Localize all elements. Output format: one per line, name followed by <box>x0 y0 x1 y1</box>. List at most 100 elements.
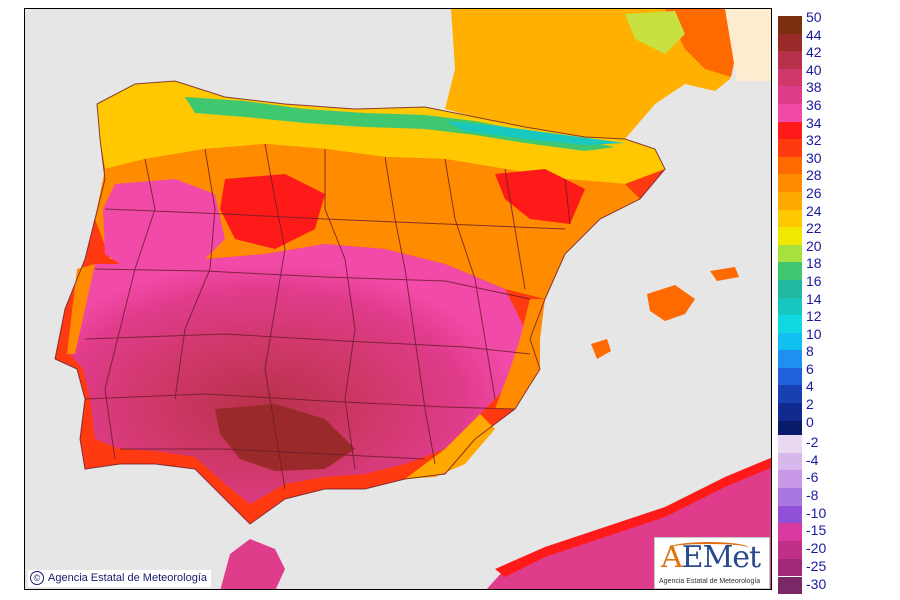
legend-entry: 42 <box>778 44 898 69</box>
legend-label: -30 <box>806 575 827 592</box>
logo-swoosh-icon <box>669 542 749 554</box>
logo-subtitle: Agencia Estatal de Meteorología <box>659 578 761 585</box>
north-africa-coast-band <box>495 457 771 577</box>
legend-label: 0 <box>806 413 814 430</box>
legend-label: 20 <box>806 237 822 254</box>
legend-entry: 8 <box>778 343 898 368</box>
legend-label: 28 <box>806 167 822 184</box>
legend-entry: 40 <box>778 62 898 87</box>
cantabrian-cool-band <box>185 97 615 151</box>
legend-label: -4 <box>806 451 819 468</box>
legend-swatch <box>778 156 802 175</box>
temperature-map <box>24 8 772 590</box>
legend-entry: -8 <box>778 487 898 506</box>
legend-entry: 34 <box>778 115 898 140</box>
legend-swatch <box>778 103 802 122</box>
legend-label: 26 <box>806 184 822 201</box>
legend-label: 42 <box>806 44 822 61</box>
legend-entry: 36 <box>778 97 898 122</box>
legend-entry: 16 <box>778 273 898 298</box>
legend-label: -10 <box>806 504 827 521</box>
legend-swatch <box>778 470 802 488</box>
legend-label: 14 <box>806 290 822 307</box>
legend-swatch <box>778 227 802 245</box>
menorca-island <box>710 267 739 281</box>
temperature-legend: 50 44 42 40 38 36 34 32 30 28 26 24 22 20 18 16 14 12 10 8 6… <box>778 9 898 439</box>
legend-label: 40 <box>806 61 822 78</box>
southeast-coast-band <box>405 414 495 479</box>
legend-label: 44 <box>806 26 822 43</box>
legend-entry: -25 <box>778 557 898 577</box>
copyright-notice: © Agencia Estatal de Meteorología <box>28 570 211 587</box>
legend-label: -25 <box>806 557 827 574</box>
legend-entry: -10 <box>778 504 898 524</box>
legend-swatch <box>778 139 802 157</box>
legend-label: 36 <box>806 96 822 113</box>
copyright-text: Agencia Estatal de Meteorología <box>48 572 207 584</box>
legend-entry: 32 <box>778 132 898 157</box>
legend-swatch <box>778 68 802 87</box>
legend-entry: -2 <box>778 434 898 453</box>
south-interior-heat <box>70 244 530 504</box>
mallorca-island <box>647 285 695 321</box>
legend-swatch <box>778 523 802 542</box>
portugal-coast-orange <box>67 264 95 354</box>
legend-label: 38 <box>806 79 822 96</box>
morocco-tip <box>220 539 285 589</box>
france-top-right-land <box>725 9 771 81</box>
legend-swatch <box>778 121 802 140</box>
logo-wordmark: AEMet <box>661 540 761 575</box>
legend-entry: 44 <box>778 27 898 52</box>
legend-entry: 22 <box>778 220 898 245</box>
legend-label: 34 <box>806 114 822 131</box>
legend-swatch <box>778 244 802 263</box>
legend-swatch <box>778 505 802 524</box>
legend-swatch <box>778 332 802 351</box>
northwest-magenta-patch <box>103 179 225 274</box>
legend-entry: 14 <box>778 291 898 316</box>
legend-label: -6 <box>806 469 819 486</box>
copyright-icon: © <box>30 571 44 585</box>
legend-swatch <box>778 86 802 104</box>
legend-swatch <box>778 191 802 210</box>
aemet-logo: AEMet Agencia Estatal de Meteorología <box>654 537 770 589</box>
legend-entry: 4 <box>778 378 898 404</box>
ebro-hot-patch <box>495 169 585 224</box>
legend-label: -8 <box>806 487 819 504</box>
legend-label: 32 <box>806 132 822 149</box>
legend-label: -15 <box>806 522 827 539</box>
duero-hot-patch <box>220 174 325 249</box>
legend-entry: 30 <box>778 150 898 175</box>
legend-label: 4 <box>806 378 814 395</box>
legend-label: -2 <box>806 434 819 450</box>
legend-entry: 10 <box>778 326 898 351</box>
france-hot-northeast <box>665 9 737 77</box>
legend-entry: 12 <box>778 308 898 333</box>
legend-swatch <box>778 435 802 453</box>
legend-label: 16 <box>806 272 822 289</box>
legend-swatch <box>778 541 802 559</box>
legend-entry: -20 <box>778 540 898 559</box>
legend-entry: 0 <box>778 414 898 439</box>
ibiza-island <box>591 339 611 359</box>
legend-label: 22 <box>806 220 822 237</box>
france-cool-patch <box>625 11 685 54</box>
legend-label: 12 <box>806 308 822 325</box>
legend-swatch <box>778 385 802 404</box>
legend-swatch <box>778 558 802 577</box>
legend-swatch <box>778 420 802 439</box>
legend-entry: 28 <box>778 167 898 192</box>
legend-label: 30 <box>806 149 822 166</box>
map-canvas <box>25 9 771 589</box>
legend-swatch <box>778 297 802 316</box>
legend-swatch <box>778 488 802 506</box>
legend-entry: -6 <box>778 469 898 488</box>
legend-swatch <box>778 403 802 421</box>
legend-label: 50 <box>806 9 822 25</box>
legend-swatch <box>778 33 802 52</box>
legend-swatch <box>778 315 802 333</box>
legend-entry: 18 <box>778 255 898 280</box>
legend-swatch <box>778 16 802 34</box>
legend-label: 10 <box>806 325 822 342</box>
legend-label: 24 <box>806 202 822 219</box>
